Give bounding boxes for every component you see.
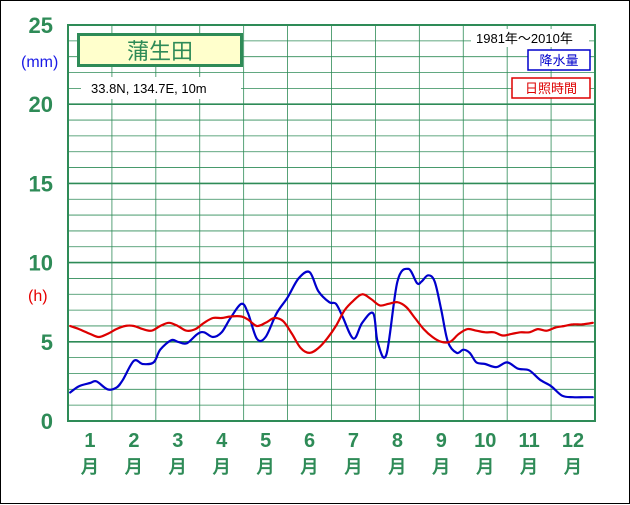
x-tick-unit: 月 — [519, 457, 538, 478]
x-tick-label: 11 — [519, 430, 540, 452]
x-tick-label: 7 — [348, 430, 359, 452]
y-tick-label: 20 — [29, 92, 53, 117]
x-tick-unit: 月 — [343, 457, 362, 478]
y-tick-label: 5 — [41, 330, 53, 355]
x-tick-label: 6 — [304, 430, 315, 452]
y-tick-label: 15 — [29, 171, 53, 196]
station-box — [80, 36, 240, 64]
x-tick-unit: 月 — [256, 457, 275, 478]
x-tick-label: 1 — [84, 430, 95, 452]
x-tick-unit: 月 — [387, 457, 406, 478]
series-lines — [69, 267, 594, 399]
x-tick-label: 5 — [260, 430, 271, 452]
x-tick-unit: 月 — [124, 457, 143, 478]
coords-label: 33.8N, 134.7E, 10m — [91, 81, 207, 96]
y-axis-ticks: 0 5 10 15 20 25 — [29, 13, 53, 434]
x-tick-unit: 月 — [431, 457, 450, 478]
x-tick-unit: 月 — [563, 457, 582, 478]
x-tick-unit: 月 — [168, 457, 187, 478]
sunshine-line — [69, 293, 594, 354]
y-tick-label: 0 — [41, 409, 53, 434]
unit-left-label: (mm) — [21, 54, 58, 71]
x-tick-label: 12 — [562, 430, 584, 452]
period-label: 1981年～2010年 — [476, 31, 573, 46]
x-tick-unit: 月 — [80, 457, 99, 478]
x-axis-ticks: 1 月 2 月 3 月 4 月 5 月 6 月 7 月 8 月 9 月 10 月 11 月 12 月 — [80, 430, 584, 478]
period-box — [471, 29, 589, 47]
x-tick-label: 8 — [392, 430, 403, 452]
x-tick-unit: 月 — [300, 457, 319, 478]
station-name: 蒲生田 — [127, 40, 193, 65]
y-tick-label: 10 — [29, 251, 53, 276]
coords-box — [81, 77, 241, 99]
y-tick-label: 25 — [29, 13, 53, 38]
unit-right-label: (h) — [28, 288, 48, 305]
legend-sunshine-box — [511, 77, 591, 99]
legend-sunshine-label: 日照時間 — [525, 82, 577, 97]
x-tick-unit: 月 — [475, 457, 494, 478]
x-tick-label: 4 — [216, 430, 228, 452]
legend-precip-label: 降水量 — [539, 54, 578, 69]
precipitation-line — [69, 267, 594, 399]
x-tick-label: 2 — [128, 430, 139, 452]
x-tick-unit: 月 — [212, 457, 231, 478]
x-tick-label: 10 — [474, 430, 496, 452]
x-tick-label: 3 — [172, 430, 183, 452]
legend-precip-box — [527, 49, 591, 71]
x-tick-label: 9 — [436, 430, 447, 452]
